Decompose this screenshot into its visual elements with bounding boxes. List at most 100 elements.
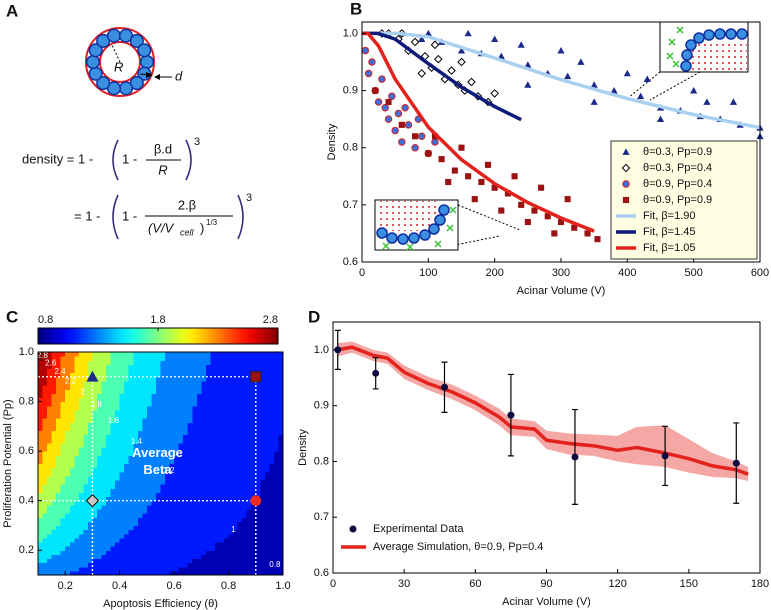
data-point bbox=[637, 92, 645, 100]
contour-cell bbox=[210, 364, 216, 370]
contour-cell bbox=[151, 562, 157, 568]
contour-cell bbox=[74, 480, 80, 485]
contour-cell bbox=[187, 484, 193, 489]
contour-cell bbox=[251, 521, 257, 527]
contour-cell bbox=[255, 504, 261, 510]
contour-cell bbox=[155, 364, 162, 370]
contour-cell bbox=[160, 356, 166, 361]
contour-cell bbox=[155, 471, 162, 477]
contour-cell bbox=[83, 397, 89, 403]
contour-cell bbox=[137, 541, 143, 547]
contour-cell bbox=[273, 356, 280, 361]
contour-cell bbox=[96, 372, 103, 378]
contour-cell bbox=[124, 356, 130, 361]
contour-cell bbox=[228, 504, 234, 510]
contour-cell bbox=[69, 380, 75, 386]
contour-cell bbox=[155, 550, 162, 555]
contour-cell bbox=[83, 459, 89, 465]
contour-cell bbox=[160, 537, 166, 543]
contour-cell bbox=[96, 484, 103, 489]
contour-cell bbox=[51, 442, 57, 448]
contour-cell bbox=[65, 401, 71, 407]
contour-cell bbox=[205, 368, 212, 374]
contour-cell bbox=[83, 418, 89, 423]
contour-cell bbox=[69, 434, 75, 440]
contour-cell bbox=[106, 566, 112, 572]
annotation: Average bbox=[132, 445, 183, 460]
contour-cell bbox=[278, 558, 283, 564]
contour-cell bbox=[219, 467, 225, 473]
contour-cell bbox=[78, 562, 84, 568]
contour-cell bbox=[78, 418, 84, 423]
contour-cell bbox=[169, 430, 175, 436]
contour-cell bbox=[142, 413, 148, 419]
contour-label: 2.4 bbox=[54, 367, 66, 376]
contour-cell bbox=[155, 558, 162, 564]
contour-cell bbox=[273, 541, 280, 547]
contour-cell bbox=[237, 376, 243, 382]
contour-cell bbox=[65, 558, 71, 564]
contour-cell bbox=[228, 376, 234, 382]
bead bbox=[137, 43, 152, 58]
contour-cell bbox=[224, 446, 230, 452]
contour-cell bbox=[96, 409, 103, 415]
contour-cell bbox=[237, 405, 243, 411]
contour-cell bbox=[269, 352, 275, 357]
contour-cell bbox=[201, 496, 207, 502]
contour-cell bbox=[260, 480, 266, 485]
contour-cell bbox=[74, 471, 80, 477]
contour-cell bbox=[69, 475, 75, 481]
contour-label: 1.6 bbox=[108, 416, 120, 425]
contour-cell bbox=[92, 393, 98, 399]
contour-cell bbox=[219, 389, 225, 394]
contour-cell bbox=[78, 385, 84, 390]
contour-cell bbox=[96, 455, 103, 460]
contour-cell bbox=[92, 418, 98, 423]
contour-cell bbox=[69, 430, 75, 436]
contour-cell bbox=[205, 467, 212, 473]
contour-cell bbox=[124, 570, 130, 575]
contour-cell bbox=[42, 533, 48, 539]
contour-cell bbox=[60, 533, 66, 539]
y-axis-label: Proliferation Potential (Pp) bbox=[2, 399, 14, 527]
contour-cell bbox=[228, 492, 234, 498]
contour-cell bbox=[83, 434, 89, 440]
contour-cell bbox=[233, 570, 239, 575]
contour-cell bbox=[83, 554, 89, 560]
contour-cell bbox=[246, 554, 252, 560]
contour-cell bbox=[183, 352, 189, 357]
contour-cell bbox=[133, 455, 139, 460]
contour-cell bbox=[133, 471, 139, 477]
contour-cell bbox=[137, 537, 143, 543]
y-tick-label: 0.6 bbox=[314, 567, 329, 579]
contour-cell bbox=[174, 380, 180, 386]
contour-cell bbox=[119, 480, 125, 485]
contour-cell bbox=[142, 442, 148, 448]
contour-cell bbox=[264, 380, 270, 386]
contour-cell bbox=[233, 533, 239, 539]
contour-cell bbox=[178, 434, 184, 440]
contour-cell bbox=[269, 570, 275, 575]
contour-cell bbox=[92, 566, 98, 572]
contour-cell bbox=[273, 409, 280, 415]
data-point bbox=[564, 196, 571, 203]
contour-cell bbox=[151, 376, 157, 382]
contour-cell bbox=[264, 537, 270, 543]
contour-cell bbox=[101, 380, 107, 386]
contour-cell bbox=[151, 393, 157, 399]
contour-cell bbox=[219, 496, 225, 502]
contour-cell bbox=[92, 546, 98, 551]
contour-cell bbox=[233, 488, 239, 494]
contour-cell bbox=[255, 475, 261, 481]
contour-cell bbox=[264, 438, 270, 444]
contour-cell bbox=[255, 438, 261, 444]
contour-cell bbox=[255, 488, 261, 494]
contour-cell bbox=[83, 546, 89, 551]
contour-cell bbox=[260, 372, 266, 378]
contour-cell bbox=[110, 393, 116, 399]
contour-cell bbox=[137, 434, 143, 440]
contour-cell bbox=[106, 360, 112, 365]
contour-cell bbox=[92, 434, 98, 440]
contour-cell bbox=[278, 504, 283, 510]
contour-cell bbox=[65, 389, 71, 394]
